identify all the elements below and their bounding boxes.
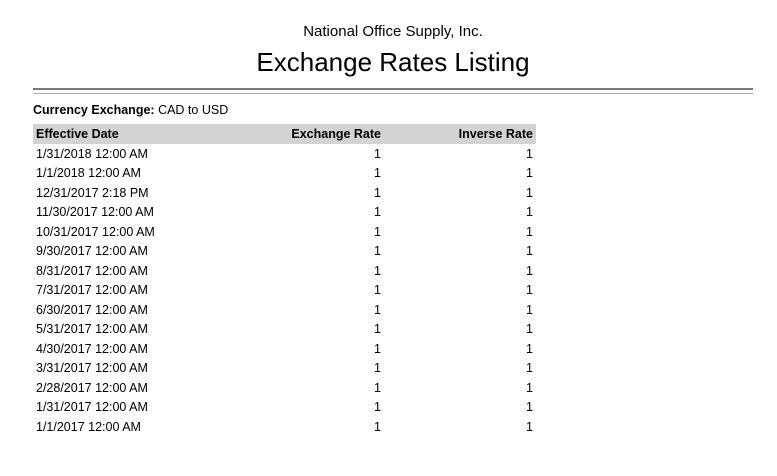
effective-date-cell: 11/30/2017 12:00 AM [36,205,154,220]
table-row: 11/30/2017 12:00 AM 1 1 [33,202,536,222]
currency-exchange-line: Currency Exchange: CAD to USD [33,103,753,118]
effective-date-cell: 5/31/2017 12:00 AM [36,322,148,337]
exchange-rate-cell: 1 [374,400,381,415]
inverse-rate-cell: 1 [526,283,533,298]
exchange-rate-cell: 1 [374,361,381,376]
table-row: 8/31/2017 12:00 AM 1 1 [33,261,536,281]
effective-date-cell: 8/31/2017 12:00 AM [36,263,148,278]
inverse-rate-cell: 1 [526,185,533,200]
table-row: 1/1/2017 12:00 AM 1 1 [33,417,536,437]
column-header-exchange-rate: Exchange Rate [291,127,381,141]
company-name: National Office Supply, Inc. [303,23,483,40]
exchange-rate-cell: 1 [374,380,381,395]
effective-date-cell: 9/30/2017 12:00 AM [36,244,148,259]
table-row: 2/28/2017 12:00 AM 1 1 [33,378,536,398]
inverse-rate-cell: 1 [526,244,533,259]
currency-exchange-value: CAD to USD [158,103,229,117]
table-row: 1/31/2017 12:00 AM 1 1 [33,397,536,417]
currency-exchange-label: Currency Exchange: [33,103,155,117]
effective-date-cell: 10/31/2017 12:00 AM [36,224,155,239]
effective-date-cell: 6/30/2017 12:00 AM [36,302,148,317]
effective-date-cell: 3/31/2017 12:00 AM [36,361,148,376]
exchange-rates-table: Effective Date Exchange Rate Inverse Rat… [33,124,536,437]
report-page: National Office Supply, Inc. Exchange Ra… [33,23,753,437]
header-divider-rule [33,88,753,94]
exchange-rate-cell: 1 [374,302,381,317]
inverse-rate-cell: 1 [526,166,533,181]
table-row: 5/31/2017 12:00 AM 1 1 [33,319,536,339]
table-row: 1/31/2018 12:00 AM 1 1 [33,144,536,164]
effective-date-cell: 1/31/2018 12:00 AM [36,146,148,161]
table-row: 12/31/2017 2:18 PM 1 1 [33,183,536,203]
effective-date-cell: 1/31/2017 12:00 AM [36,400,148,415]
exchange-rate-cell: 1 [374,283,381,298]
table-header-row: Effective Date Exchange Rate Inverse Rat… [33,124,536,144]
table-row: 6/30/2017 12:00 AM 1 1 [33,300,536,320]
inverse-rate-cell: 1 [526,419,533,434]
inverse-rate-cell: 1 [526,263,533,278]
exchange-rate-cell: 1 [374,146,381,161]
table-row: 4/30/2017 12:00 AM 1 1 [33,339,536,359]
exchange-rate-cell: 1 [374,166,381,181]
table-row: 10/31/2017 12:00 AM 1 1 [33,222,536,242]
inverse-rate-cell: 1 [526,400,533,415]
effective-date-cell: 4/30/2017 12:00 AM [36,341,148,356]
inverse-rate-cell: 1 [526,361,533,376]
effective-date-cell: 2/28/2017 12:00 AM [36,380,148,395]
inverse-rate-cell: 1 [526,380,533,395]
effective-date-cell: 1/1/2017 12:00 AM [36,419,141,434]
inverse-rate-cell: 1 [526,302,533,317]
exchange-rate-cell: 1 [374,224,381,239]
table-row: 3/31/2017 12:00 AM 1 1 [33,358,536,378]
exchange-rate-cell: 1 [374,322,381,337]
exchange-rate-cell: 1 [374,263,381,278]
effective-date-cell: 12/31/2017 2:18 PM [36,185,149,200]
table-row: 1/1/2018 12:00 AM 1 1 [33,163,536,183]
inverse-rate-cell: 1 [526,341,533,356]
inverse-rate-cell: 1 [526,322,533,337]
inverse-rate-cell: 1 [526,205,533,220]
inverse-rate-cell: 1 [526,146,533,161]
effective-date-cell: 7/31/2017 12:00 AM [36,283,148,298]
exchange-rate-cell: 1 [374,244,381,259]
report-title: Exchange Rates Listing [256,47,530,77]
exchange-rate-cell: 1 [374,341,381,356]
exchange-rate-cell: 1 [374,185,381,200]
exchange-rate-cell: 1 [374,419,381,434]
effective-date-cell: 1/1/2018 12:00 AM [36,166,141,181]
inverse-rate-cell: 1 [526,224,533,239]
table-body: 1/31/2018 12:00 AM 1 1 1/1/2018 12:00 AM 1 1 1… [33,144,536,437]
column-header-effective-date: Effective Date [36,127,119,141]
table-row: 9/30/2017 12:00 AM 1 1 [33,241,536,261]
table-row: 7/31/2017 12:00 AM 1 1 [33,280,536,300]
column-header-inverse-rate: Inverse Rate [458,127,533,141]
exchange-rate-cell: 1 [374,205,381,220]
